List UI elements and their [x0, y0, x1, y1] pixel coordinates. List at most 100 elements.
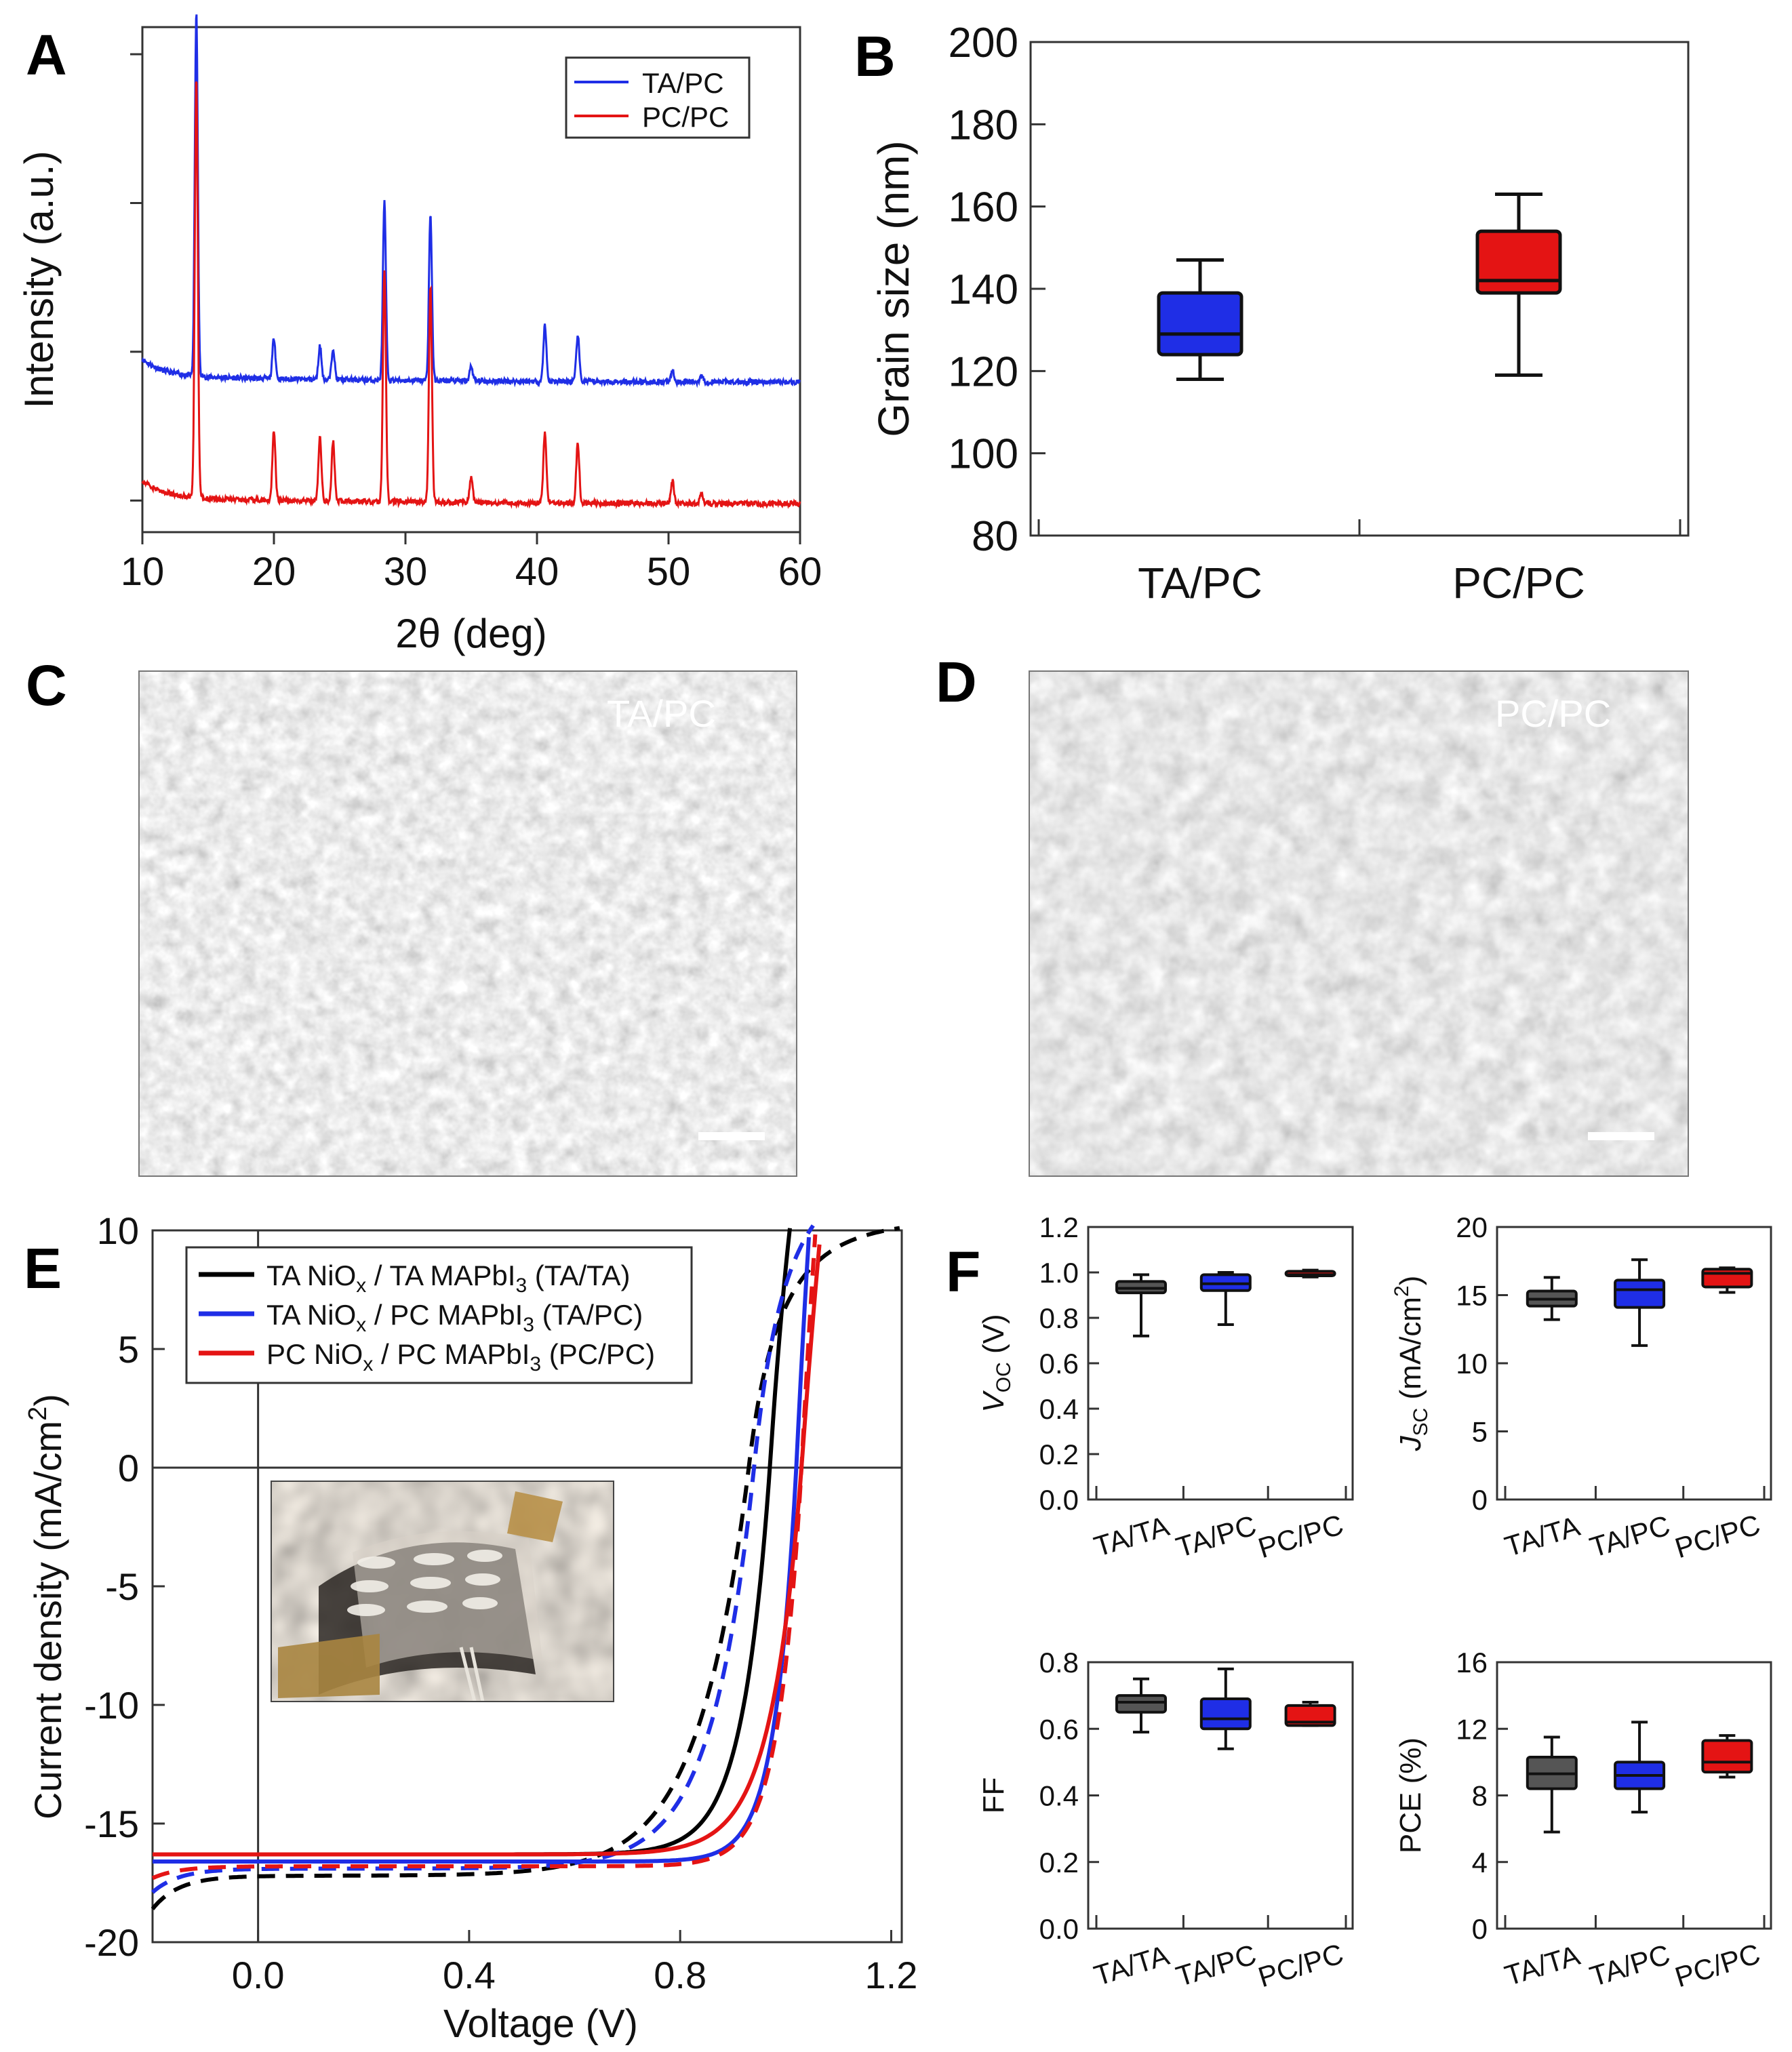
y-tick-label: 120 [949, 348, 1018, 395]
x-tick-label: 1.2 [865, 1954, 918, 1996]
plot-frame [141, 26, 801, 534]
jv-curve-pc-pc-forward [153, 1244, 822, 1857]
y-axis-label: Grain size (nm) [869, 140, 918, 437]
y-tick-label: 8 [1472, 1780, 1488, 1812]
sem-image-pc-pc: PC/PC [1029, 670, 1689, 1177]
plot-frame [1496, 1661, 1772, 1930]
y-tick-label: 4 [1472, 1847, 1488, 1878]
jv-curve-chart: -20 -15 -10 -5 0 5 10 0.0 0.4 0.8 1.2 Voltage (V) Cu… [24, 1209, 917, 2046]
x-tick-label: 40 [515, 550, 559, 594]
x-axis-label: Voltage (V) [443, 2002, 638, 2046]
jv-curve-ta-pc-forward [153, 1236, 811, 1864]
y-tick-label: 0.8 [1039, 1647, 1079, 1678]
panel-label-c: C [26, 653, 67, 717]
box-ta-pc [1157, 291, 1243, 357]
y-tick-label: 1.2 [1039, 1211, 1079, 1243]
y-tick-label: 5 [1472, 1416, 1488, 1448]
x-tick-label: PC/PC [1254, 1508, 1347, 1564]
x-tick-label: TA/TA [1090, 1939, 1173, 1992]
x-tick-label: 20 [252, 550, 296, 594]
x-tick-label: 30 [384, 550, 428, 594]
box-ta-pc [1614, 1279, 1666, 1309]
y-tick-label: 0.0 [1039, 1484, 1079, 1516]
x-tick-label: TA/TA [1501, 1510, 1584, 1563]
y-axis-label: JSC (mA/cm2) [1391, 1276, 1432, 1452]
y-tick-label: 180 [949, 102, 1018, 148]
x-tick-label: TA/TA [1501, 1939, 1584, 1992]
y-axis-label: VOC (V) [977, 1314, 1015, 1412]
y-tick-label: 10 [97, 1209, 139, 1252]
legend-label: TA/PC [642, 67, 724, 99]
panel-label-d: D [936, 650, 977, 714]
x-tick-label: 0.0 [232, 1954, 285, 1996]
jv-curve-ta-pc-reverse [151, 1224, 815, 1894]
y-tick-label: 140 [949, 266, 1018, 313]
y-tick-label: 0 [118, 1447, 139, 1489]
sem-label-ta-pc: TA/PC [607, 692, 716, 735]
device-photo-inset [271, 1481, 614, 1702]
jv-curve-pc-pc-reverse [151, 1234, 818, 1880]
sem-label-pc-pc: PC/PC [1495, 692, 1611, 735]
y-tick-label: 5 [118, 1328, 139, 1371]
y-tick-label: 16 [1456, 1647, 1488, 1678]
box-ta-ta [1115, 1694, 1167, 1714]
x-tick-label: 50 [647, 550, 691, 594]
y-tick-label: -15 [84, 1803, 139, 1845]
plot-frame [1087, 1226, 1354, 1501]
y-tick-label: -20 [84, 1921, 139, 1964]
panel-label-e: E [24, 1236, 62, 1300]
y-tick-label: 0.4 [1039, 1780, 1079, 1812]
y-tick-label: 10 [1456, 1348, 1488, 1380]
y-tick-label: 80 [972, 513, 1018, 560]
x-tick-label: TA/PC [1586, 1509, 1673, 1563]
legend-box [565, 56, 751, 139]
y-axis-label: FF [977, 1777, 1010, 1814]
x-tick-label: TA/TA [1090, 1510, 1173, 1563]
x-tick-label: 60 [778, 550, 822, 594]
xrd-series-line-pc-pc [141, 81, 801, 510]
x-tick-label: TA/PC [1138, 559, 1262, 607]
xrd-chart: 10 20 30 40 50 60 2θ (deg) Intensity (a.u.) TA/P… [16, 14, 822, 656]
panel-label-a: A [26, 23, 67, 87]
y-tick-label: -10 [84, 1684, 139, 1727]
box-pc-pc [1475, 229, 1562, 295]
x-tick-label: TA/PC [1172, 1938, 1260, 1992]
scale-bar [1588, 1132, 1654, 1140]
sem-image-ta-pc: TA/PC [138, 670, 797, 1177]
box-pc-pc [1701, 1268, 1753, 1289]
y-tick-label: 1.0 [1039, 1257, 1079, 1289]
legend-label: PC NiOx / PC MAPbI3 (PC/PC) [266, 1338, 655, 1375]
y-tick-label: -5 [105, 1565, 139, 1608]
y-tick-label: 20 [1456, 1211, 1488, 1243]
xrd-series-line-ta-pc [141, 14, 801, 388]
panel-label-f: F [946, 1240, 980, 1304]
panel-label-b: B [854, 24, 896, 88]
box-pc-pc [1701, 1739, 1753, 1774]
plot-frame [1029, 41, 1690, 537]
y-tick-label: 200 [949, 20, 1018, 66]
scale-bar [698, 1132, 765, 1140]
y-tick-label: 0 [1472, 1913, 1488, 1945]
x-tick-label: TA/PC [1172, 1509, 1260, 1563]
box-ta-pc [1199, 1697, 1252, 1731]
y-tick-label: 0.6 [1039, 1348, 1079, 1380]
y-axis-label: PCE (%) [1394, 1737, 1427, 1853]
x-axis-label: 2θ (deg) [395, 611, 546, 656]
y-tick-label: 12 [1456, 1713, 1488, 1745]
x-tick-label: PC/PC [1671, 1937, 1764, 1993]
y-tick-label: 0 [1472, 1484, 1488, 1516]
legend-box [185, 1246, 693, 1384]
legend-label: TA NiOx / PC MAPbI3 (TA/PC) [266, 1299, 643, 1336]
x-tick-label: 10 [121, 550, 165, 594]
x-tick-label: TA/PC [1586, 1938, 1673, 1992]
legend-label: TA NiOx / TA MAPbI3 (TA/TA) [266, 1260, 631, 1297]
x-tick-label: PC/PC [1452, 559, 1585, 607]
y-tick-label: 160 [949, 184, 1018, 231]
x-tick-label: PC/PC [1671, 1508, 1764, 1564]
x-tick-label: 0.4 [443, 1954, 496, 1996]
y-tick-label: 100 [949, 431, 1018, 478]
